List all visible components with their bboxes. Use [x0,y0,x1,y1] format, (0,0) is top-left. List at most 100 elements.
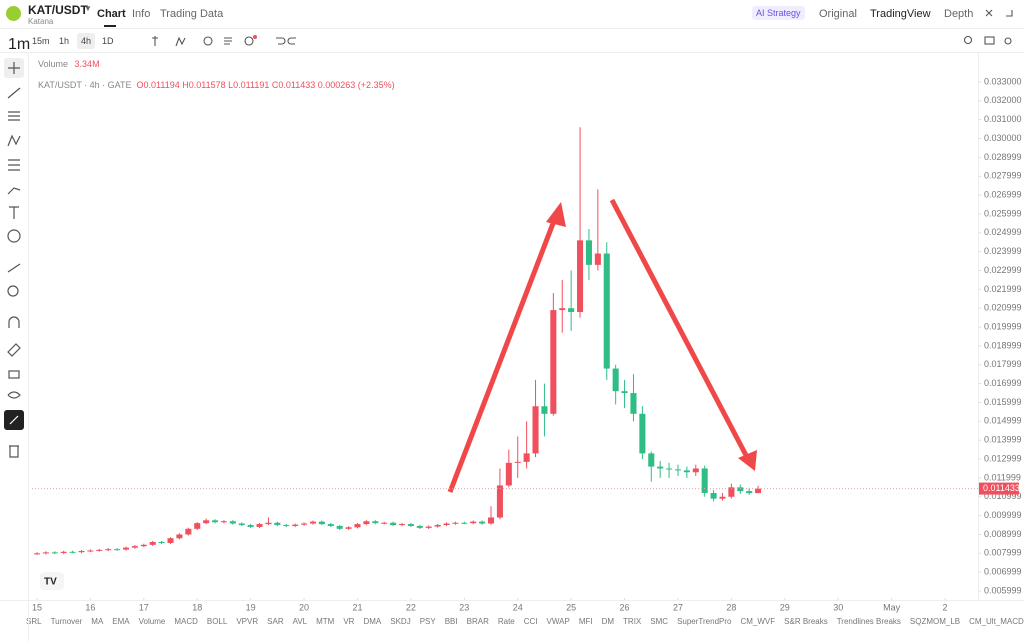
x-tick-label: 18 [192,602,202,612]
indicator[interactable]: EMA [112,617,130,626]
indicator[interactable]: MFI [578,617,593,626]
tv-logo: TV [40,572,64,590]
indicator[interactable]: SRL [26,617,42,626]
candle-body [639,413,646,454]
annotation-arrow [447,212,560,493]
candle-body [140,544,147,547]
indicator[interactable]: PSY [419,617,436,626]
y-tick-label: 0.021999 [984,284,1022,294]
y-tick-label: 0.033000 [984,76,1022,86]
indicator[interactable]: Rate [497,617,515,626]
indicator[interactable]: VWAP [546,617,570,626]
candle-body [479,521,486,524]
candle-body [212,520,219,523]
y-tick-label: 0.006999 [984,567,1022,577]
tab[interactable]: Trading Data [160,8,224,20]
indicator[interactable]: SAR [267,617,284,626]
indicator[interactable]: VR [343,617,355,626]
candle-body [42,552,49,554]
indicator[interactable]: BBI [444,617,458,626]
indicator[interactable]: DMA [363,617,382,626]
indicator[interactable]: CCI [523,617,538,626]
indicator[interactable]: TRIX [623,617,642,626]
view-tab[interactable]: AI Strategy [752,6,805,20]
candle-body [105,549,112,551]
candle-body [265,522,272,525]
tf[interactable]: 1m [8,36,31,53]
timeframe[interactable]: 15m [32,36,50,46]
indicator[interactable]: VPVR [236,617,259,626]
candle-body [550,310,557,414]
indicator[interactable]: DM [601,617,615,626]
symbol[interactable]: KAT/USDT [28,3,88,17]
x-tick-label: 28 [726,602,736,612]
indicator[interactable]: MACD [174,617,198,626]
indicator[interactable]: MA [91,617,104,626]
candle-body [568,308,575,312]
candle-body [746,491,753,494]
y-tick-label: 0.024999 [984,227,1022,237]
indicator[interactable]: Trendlines Breaks [836,617,901,626]
tab[interactable]: Info [132,8,151,20]
x-tick-label: 21 [352,602,362,612]
indicator[interactable]: AVL [292,617,308,626]
logo [6,6,21,21]
x-tick-label: 19 [246,602,256,612]
candle-body [630,393,637,414]
ohlc: O0.011194 [136,80,180,90]
legend-volume: Volume 3.34M [38,59,100,69]
view-tab[interactable]: Original [819,8,857,20]
indicator[interactable]: Volume [138,617,166,626]
view-tab[interactable]: TradingView [870,8,931,20]
candle-body [443,523,450,526]
candle-body [318,521,325,525]
candle-body [585,240,592,265]
x-tick-label: 26 [620,602,630,612]
x-tick-label: 29 [780,602,790,612]
x-tick-label: May [883,602,901,612]
indicator[interactable]: Turnover [50,617,83,626]
ohlc: 0.000263 (+2.35%) [317,80,395,90]
candle-body [220,521,227,523]
indicator[interactable]: CM_WVF [740,617,776,626]
timeframe[interactable]: 1h [59,36,70,46]
candle-body [185,528,192,535]
tab[interactable]: Chart [97,8,126,20]
candle-body [33,553,41,555]
y-tick-label: 0.016999 [984,378,1022,388]
candle-body [194,523,201,529]
indicator[interactable]: SMC [650,617,669,626]
candle-body [398,524,406,526]
indicator[interactable]: SQZMOM_LB [909,617,961,626]
timeframe[interactable]: 1D [102,36,114,46]
left-toolbar [4,58,24,458]
candle-body [505,462,512,486]
candle-body [407,524,414,526]
candle-body [461,522,468,524]
candle-body [719,496,726,499]
indicator[interactable]: S&R Breaks [784,617,828,626]
indicator[interactable]: SKDJ [390,617,411,626]
candle-body [247,525,254,527]
candle-body [452,522,459,524]
x-tick-label: 22 [406,602,416,612]
y-tick-label: 0.018999 [984,340,1022,350]
timeframe-active[interactable]: 4h [77,33,96,49]
candle-body [674,469,682,471]
symbol-name: Katana [28,17,54,26]
indicator[interactable]: MTM [316,617,335,626]
view-tab[interactable]: Depth [944,8,974,20]
y-tick-label: 0.026999 [984,189,1022,199]
legend-ohlc: KAT/USDT · 4h · GATE O0.011194 H0.011578… [38,80,395,90]
indicator[interactable]: BRAR [466,617,489,626]
y-tick-label: 0.017999 [984,359,1022,369]
indicator[interactable]: BOLL [206,617,228,626]
x-tick-label: 30 [833,602,843,612]
y-tick-label: 0.031000 [984,114,1022,124]
candle-body [131,546,138,548]
indicator[interactable]: SuperTrendPro [677,617,732,626]
indicator[interactable]: CM_Ult_MACD [969,617,1024,626]
ohlc: L0.011191 [228,80,270,90]
dropdown[interactable]: ▼ [84,4,92,13]
y-tick-label: 0.013999 [984,435,1022,445]
